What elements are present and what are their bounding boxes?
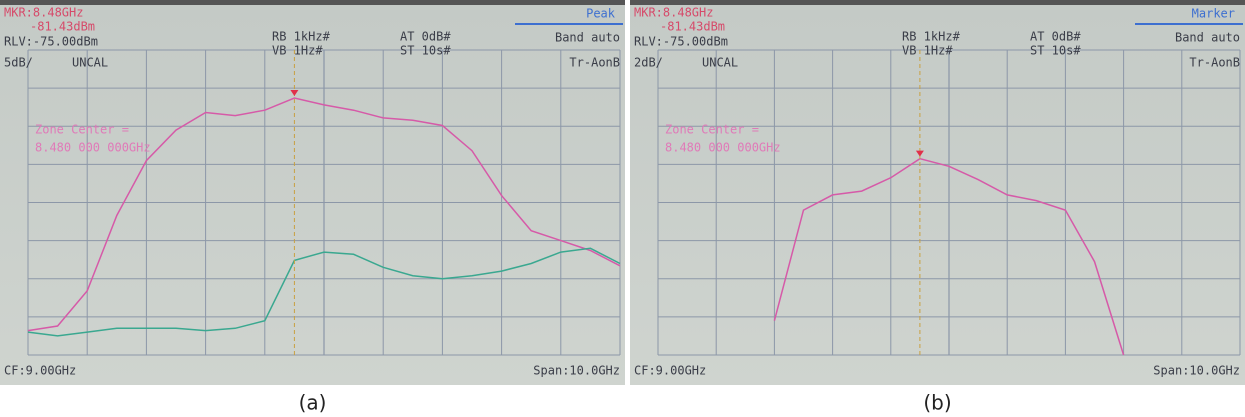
zone-label: Zone Center =: [665, 123, 759, 137]
trace-mode: Tr-AonB: [569, 56, 620, 70]
band-label: Band auto: [1175, 31, 1240, 45]
zone-label: Zone Center =: [35, 123, 129, 137]
marker-level: -81.43dBm: [660, 20, 725, 34]
marker-frequency: MKR:8.48GHz: [634, 6, 713, 20]
band-label: Band auto: [555, 31, 620, 45]
caption: (a): [299, 391, 327, 415]
scale-label: 5dB/: [4, 56, 33, 70]
mode-label: Peak: [586, 7, 616, 21]
zone-value: 8.480 000 000GHz: [665, 141, 781, 155]
trace: [27, 97, 621, 332]
caption: (b): [923, 391, 951, 415]
resolution-bandwidth: RB 1kHz#: [902, 30, 961, 44]
bezel: [0, 0, 625, 5]
status-label: UNCAL: [702, 56, 738, 70]
scale-label: 2dB/: [634, 56, 663, 70]
marker: [915, 150, 924, 157]
reference-level: RLV:-75.00dBm: [4, 35, 98, 49]
screen: [0, 0, 625, 385]
zone-value: 8.480 000 000GHz: [35, 141, 151, 155]
marker-frequency: MKR:8.48GHz: [4, 6, 83, 20]
video-bandwidth: VB 1Hz#: [902, 44, 953, 58]
video-bandwidth: VB 1Hz#: [272, 44, 323, 58]
span-label: Span:10.0GHz: [533, 364, 620, 378]
attenuation: AT 0dB#: [1030, 30, 1081, 44]
mode-label: Marker: [1192, 7, 1235, 21]
trace: [773, 157, 1125, 356]
resolution-bandwidth: RB 1kHz#: [272, 30, 331, 44]
bezel: [630, 0, 1245, 5]
center-frequency: CF:9.00GHz: [634, 364, 706, 378]
trace-mode: Tr-AonB: [1189, 56, 1240, 70]
span-label: Span:10.0GHz: [1153, 364, 1240, 378]
marker: [290, 90, 299, 97]
sweep-time: ST 10s#: [400, 44, 451, 58]
marker-level: -81.43dBm: [30, 20, 95, 34]
screen: [630, 0, 1245, 385]
center-frequency: CF:9.00GHz: [4, 364, 76, 378]
attenuation: AT 0dB#: [400, 30, 451, 44]
status-label: UNCAL: [72, 56, 108, 70]
sweep-time: ST 10s#: [1030, 44, 1081, 58]
trace: [27, 247, 621, 337]
reference-level: RLV:-75.00dBm: [634, 35, 728, 49]
